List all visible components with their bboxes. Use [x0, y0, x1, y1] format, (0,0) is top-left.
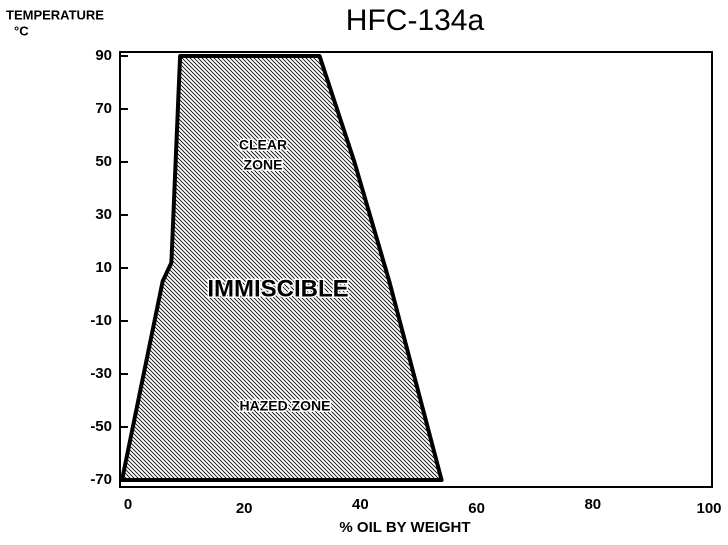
- x-tick-label: 0: [124, 496, 132, 513]
- x-tick-label: 100: [696, 500, 721, 517]
- y-tick-label: -30: [90, 365, 112, 382]
- y-tick-label: -50: [90, 418, 112, 435]
- x-tick-label: 80: [584, 496, 601, 513]
- annotation: HAZED ZONE: [240, 398, 331, 414]
- y-tick-label: 10: [95, 259, 112, 276]
- annotation: CLEAR: [239, 137, 287, 153]
- y-tick-label: 90: [95, 47, 112, 64]
- chart-title: HFC-134a: [346, 4, 485, 37]
- y-tick-label: -70: [90, 471, 112, 488]
- y-axis-label: TEMPERATURE: [6, 7, 104, 22]
- annotation: ZONE: [244, 157, 283, 173]
- plot-frame: [119, 51, 713, 488]
- y-tick-label: 70: [95, 100, 112, 117]
- x-tick-label: 40: [352, 496, 369, 513]
- y-tick-label: 30: [95, 206, 112, 223]
- annotation: IMMISCIBLE: [207, 275, 348, 302]
- x-tick-label: 60: [468, 500, 485, 517]
- y-tick-label: 50: [95, 153, 112, 170]
- x-axis-label: % OIL BY WEIGHT: [339, 519, 470, 536]
- y-axis-label: °C: [14, 23, 29, 38]
- y-tick-label: -10: [90, 312, 112, 329]
- x-tick-label: 20: [236, 500, 253, 517]
- immiscible-region: [120, 54, 444, 482]
